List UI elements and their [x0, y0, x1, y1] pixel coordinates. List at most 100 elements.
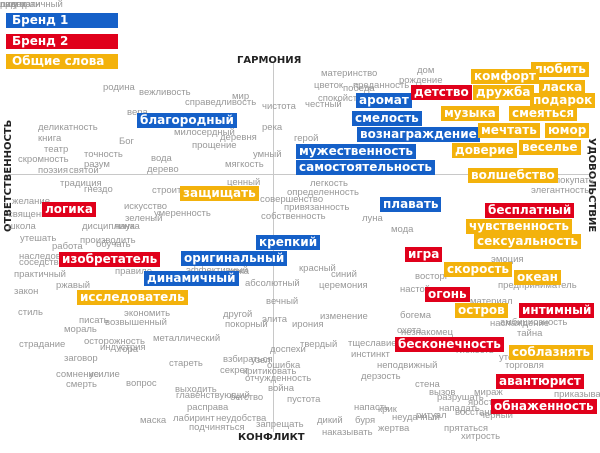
background-word: точность [84, 149, 123, 160]
word-tag-b3: юмор [545, 123, 590, 138]
background-word: неудачный [392, 412, 440, 423]
background-word: страдание [19, 339, 66, 350]
word-tag-b1: динамичный [144, 271, 239, 286]
background-word: металлический [153, 333, 221, 344]
background-word: спокойствие [318, 93, 373, 104]
background-word: мираж [474, 387, 503, 398]
background-word: ирония [292, 319, 324, 330]
background-word: скромность [18, 154, 69, 165]
background-word: книга [38, 133, 62, 144]
background-word: индустрия [100, 342, 146, 353]
background-word: ржавый [56, 280, 91, 291]
background-word: эмоция [491, 254, 524, 265]
background-word: закон [14, 286, 39, 297]
background-word: бегство [230, 392, 264, 403]
background-word: покорный [225, 319, 268, 330]
background-word: экономить [124, 308, 171, 319]
background-word: вера [127, 108, 148, 118]
legend-brand-1: Бренд 1 [6, 13, 118, 28]
background-word: цветок [314, 80, 344, 91]
background-word: дом [417, 65, 435, 76]
background-word: дерзость [361, 371, 401, 382]
word-tag-b1: вознаграждение [357, 127, 480, 142]
background-word: вода [151, 153, 172, 164]
word-tag-b1: самостоятельность [296, 160, 435, 175]
background-word: работа [52, 241, 83, 252]
background-word: победа [343, 83, 375, 94]
background-word: милосердный [174, 127, 235, 138]
word-tag-b3: комфорт [471, 69, 539, 84]
background-word: справедливость [185, 97, 257, 108]
background-word: дисциплина [82, 221, 135, 232]
background-word: святой [69, 165, 99, 176]
background-word: жертва [378, 423, 410, 434]
background-word: подчиняться [189, 422, 245, 433]
background-word: нападать [439, 403, 480, 414]
background-word: мир [232, 91, 250, 102]
background-word: мода [391, 224, 414, 235]
background-word: вопрос [126, 378, 157, 389]
background-word: война [268, 383, 295, 394]
background-word: неудобства [216, 413, 267, 424]
background-word: умеренность [154, 208, 211, 219]
background-word: вечный [266, 296, 299, 307]
background-word: честный [305, 99, 342, 110]
background-word: дикий [317, 415, 343, 426]
word-tag-b3: чувственность [466, 219, 572, 234]
background-word: луна [362, 213, 383, 224]
background-word: черный [480, 410, 513, 421]
background-word: тайна [517, 328, 543, 339]
background-word: школа [8, 221, 36, 232]
background-word: торговля [505, 360, 544, 371]
background-word: восстание [455, 407, 501, 418]
background-word: соседство [19, 257, 64, 268]
background-word: главенствующий [176, 390, 250, 401]
word-tag-b2: бесконечность [395, 337, 504, 352]
word-tag-b2: интимный [519, 303, 595, 318]
background-word: критиковать [243, 366, 297, 377]
axis-label-top: ГАРМОНИЯ [237, 55, 302, 66]
background-word: священность [8, 209, 66, 220]
word-tag-b2: бесплатный [485, 203, 575, 218]
background-word: смерть [66, 379, 97, 390]
background-word: театр [44, 144, 69, 155]
background-word: река [262, 122, 283, 133]
background-word: стена [415, 379, 440, 390]
background-word: желание [12, 196, 50, 207]
background-word: прагматичный [0, 0, 63, 10]
background-word: правило [115, 266, 152, 277]
background-word: вежливость [139, 87, 191, 98]
background-word: ценный [227, 177, 261, 188]
background-word: незнакомец [401, 327, 454, 338]
word-tag-b1: оригинальный [181, 251, 288, 266]
background-word: писать [79, 315, 109, 326]
background-word: церемония [319, 280, 368, 291]
word-tag-b2: обнаженность [491, 399, 597, 414]
word-tag-b3: ласка [539, 80, 586, 95]
background-word: сомнение [56, 369, 100, 380]
background-word: кожа [228, 266, 250, 277]
word-tag-b3: смеяться [509, 106, 578, 121]
word-tag-b1: крепкий [256, 235, 321, 250]
background-word: секрет [220, 365, 249, 376]
background-word: красный [299, 263, 336, 274]
background-word: разум [84, 159, 110, 170]
background-word: восторг [415, 271, 449, 282]
background-word: зеленый [125, 213, 163, 224]
background-word: деревня [220, 132, 257, 143]
word-tag-b1: мужественность [296, 144, 416, 159]
background-word: амбициозность [500, 317, 568, 328]
word-tag-b1: смелость [352, 111, 422, 126]
background-word: изменение [320, 311, 368, 322]
background-word: лабиринт [173, 413, 215, 424]
word-tag-b3: сексуальность [474, 234, 581, 249]
background-word: умный [253, 149, 282, 160]
background-word: легкость [310, 178, 348, 189]
background-word: наказывать [322, 427, 373, 438]
background-word: заговор [64, 353, 98, 364]
word-tag-b3: любить [531, 62, 589, 77]
word-tag-b3: остров [455, 303, 508, 318]
background-word: буря [355, 415, 376, 426]
word-tag-b1: благородный [137, 113, 237, 128]
